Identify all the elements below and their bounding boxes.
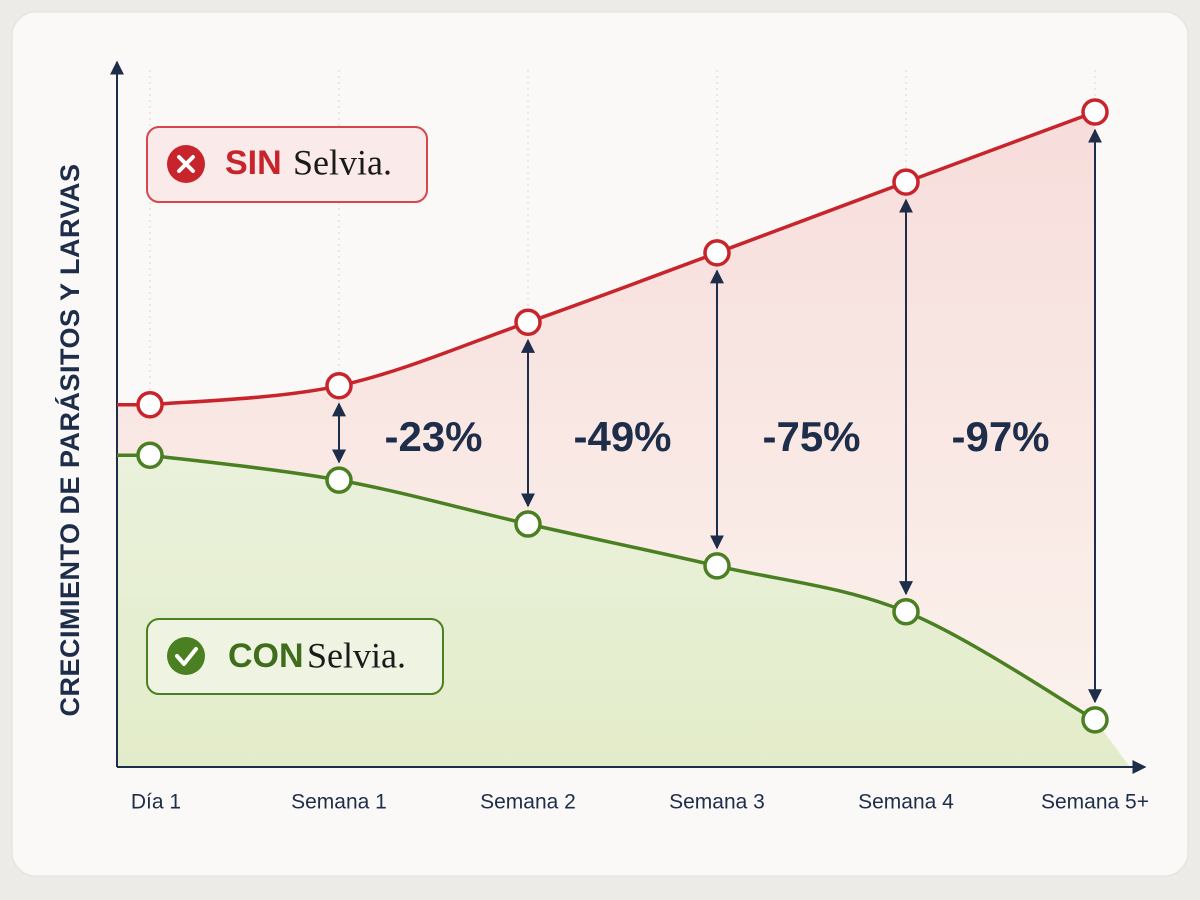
annotation: -49% <box>573 413 671 460</box>
legend-con: CON Selvia. <box>146 618 444 695</box>
point <box>892 168 920 196</box>
legend-brand: Selvia. <box>293 142 392 182</box>
legend-box <box>146 126 428 203</box>
point <box>703 552 731 580</box>
legend-box <box>146 618 444 695</box>
legend-label: SIN <box>225 144 282 182</box>
legend-icon-check <box>175 647 198 666</box>
annotation: -75% <box>762 413 860 460</box>
x-tick-label: Semana 2 <box>480 791 576 814</box>
annotation: -23% <box>384 413 482 460</box>
line <box>117 110 1096 407</box>
point <box>325 372 353 400</box>
legend-brand: Selvia. <box>307 635 406 675</box>
legend-icon <box>167 637 205 675</box>
y-axis-label: CRECIMIENTO DE PARÁSITOS Y LARVAS <box>54 163 85 716</box>
point <box>325 466 353 494</box>
point <box>514 308 542 337</box>
x-tick-label: Día 1 <box>131 791 181 814</box>
point <box>136 441 164 469</box>
x-tick-label: Semana 4 <box>858 791 954 814</box>
point <box>514 510 542 538</box>
legend-icon-x <box>177 155 195 173</box>
x-tick-label: Semana 3 <box>669 791 765 814</box>
area-gap <box>117 112 1095 720</box>
point <box>1081 98 1109 126</box>
x-tick-label: Semana 1 <box>291 791 387 814</box>
point <box>136 391 164 419</box>
legend-label: CON <box>228 637 304 675</box>
legend-sin: SIN Selvia. <box>146 126 428 203</box>
point <box>703 239 731 267</box>
point <box>892 598 920 626</box>
line <box>117 453 1096 722</box>
point <box>1081 706 1109 734</box>
x-tick-label: Semana 5+ <box>1041 791 1149 814</box>
annotation: -97% <box>951 413 1049 460</box>
